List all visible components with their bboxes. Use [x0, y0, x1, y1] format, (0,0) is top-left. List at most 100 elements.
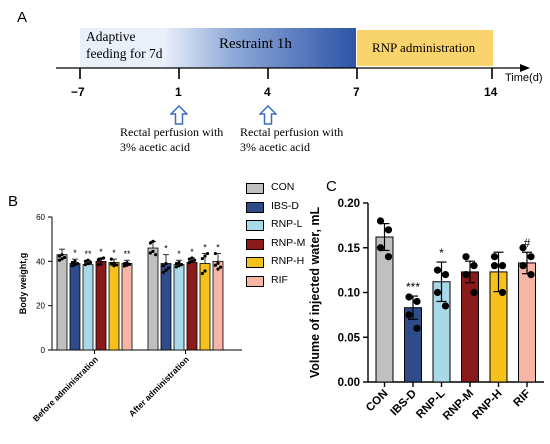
bar — [199, 263, 211, 351]
data-point — [154, 253, 158, 257]
y-tick-label: 0.20 — [338, 198, 360, 210]
data-point — [470, 288, 478, 297]
data-point — [413, 297, 421, 306]
significance-label: * — [216, 243, 220, 253]
data-point — [125, 261, 129, 265]
data-point — [441, 302, 450, 310]
data-point — [405, 293, 413, 301]
legend-label: IBS-D — [271, 199, 300, 212]
data-point — [73, 259, 77, 263]
data-point — [167, 266, 171, 270]
data-point — [164, 268, 168, 272]
x-tick-label: RNP-H — [470, 388, 504, 422]
data-point — [86, 258, 90, 262]
data-point — [177, 264, 181, 268]
data-point — [384, 226, 393, 234]
bar — [160, 263, 172, 351]
data-point — [376, 244, 385, 252]
data-point — [112, 264, 116, 268]
bar — [56, 254, 68, 351]
note-line: Rectal perfusion with — [120, 125, 224, 139]
data-point — [96, 258, 100, 262]
panel-c-letter: C — [326, 178, 337, 195]
data-point — [96, 263, 100, 267]
timeline-rnp-bar — [357, 30, 493, 66]
up-arrow-icon — [259, 105, 277, 125]
data-point — [200, 256, 204, 261]
significance-label: ** — [123, 249, 131, 259]
data-point — [76, 261, 80, 266]
legend-label: CON — [271, 181, 295, 193]
y-tick-label: 60 — [36, 213, 45, 222]
x-tick-label: RNP-M — [441, 388, 476, 423]
note-line: Rectal perfusion with — [240, 125, 344, 139]
data-point — [462, 271, 470, 279]
data-point — [206, 251, 210, 256]
data-point — [527, 271, 535, 279]
tick-label-1: 1 — [175, 85, 182, 99]
data-point — [213, 251, 217, 256]
data-point — [190, 256, 194, 260]
data-point — [122, 261, 126, 266]
tick-label-neg7: −7 — [71, 85, 85, 99]
x-group-label: After administration — [127, 354, 191, 418]
legend-swatch — [246, 220, 264, 231]
data-point — [115, 263, 119, 267]
phase-rnp-label: RNP administration — [372, 40, 476, 55]
x-tick-label: CON — [364, 388, 391, 415]
legend-label: RIF — [271, 273, 288, 286]
legend-label: RNP-H — [271, 255, 305, 267]
bar — [212, 260, 224, 351]
bar — [82, 264, 94, 351]
data-point — [63, 255, 67, 260]
bar — [108, 262, 120, 351]
data-point — [70, 264, 74, 268]
legend: CON IBS-D RNP-L RNP-M RNP-H RIF — [246, 181, 316, 302]
data-point — [57, 258, 62, 262]
bar — [186, 262, 198, 351]
data-point — [441, 271, 450, 279]
data-point — [187, 260, 191, 265]
data-point — [89, 260, 93, 265]
y-tick-label: 0.15 — [338, 243, 361, 255]
legend-swatch — [246, 238, 264, 250]
data-point — [57, 254, 62, 258]
data-point — [376, 217, 385, 225]
timeline-axis — [56, 64, 530, 79]
data-point — [99, 262, 103, 266]
legend-swatch — [246, 257, 264, 268]
data-point — [128, 262, 132, 266]
data-point — [200, 271, 204, 276]
data-point — [151, 239, 155, 243]
data-point — [180, 263, 184, 267]
y-axis-label: Body weight,g — [18, 253, 28, 315]
data-point — [109, 257, 113, 261]
legend-label: RNP-M — [271, 236, 306, 249]
bar — [121, 263, 133, 351]
data-point — [148, 241, 152, 245]
x-group-label: Before administration — [31, 354, 100, 423]
significance-label: * — [203, 243, 207, 253]
bar — [95, 260, 107, 351]
data-point — [177, 260, 181, 265]
bar — [518, 262, 536, 383]
data-point — [413, 324, 421, 332]
y-tick-label: 0.05 — [338, 332, 361, 344]
data-point — [219, 265, 223, 269]
note-line: 3% acetic acid — [240, 140, 310, 154]
significance-label: *** — [406, 280, 420, 294]
significance-label: * — [177, 249, 181, 259]
significance-label: # — [524, 236, 531, 250]
data-point — [148, 251, 152, 255]
data-point — [527, 253, 535, 261]
data-point — [190, 259, 194, 263]
data-point — [161, 264, 165, 268]
y-tick-label: 0.00 — [338, 377, 360, 389]
data-point — [125, 263, 129, 267]
legend-swatch — [246, 183, 264, 194]
data-point — [187, 257, 191, 261]
data-point — [213, 263, 217, 267]
significance-label: * — [112, 248, 116, 258]
panel-a-letter: A — [17, 9, 28, 26]
